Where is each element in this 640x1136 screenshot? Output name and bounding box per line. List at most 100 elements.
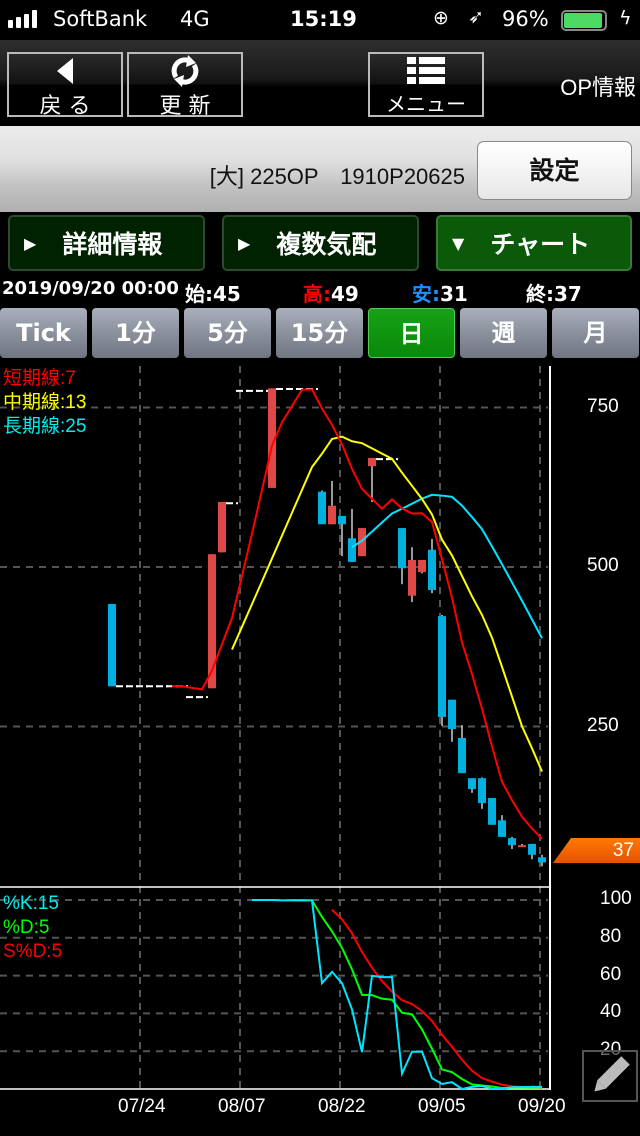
candle-up xyxy=(358,528,366,557)
candle-down xyxy=(538,857,546,863)
menu-button[interactable]: メニュー xyxy=(368,52,484,117)
legend-d: %D:5 xyxy=(3,917,50,938)
candle-down xyxy=(348,538,356,562)
long-ma-line xyxy=(351,493,543,639)
candle-up xyxy=(408,559,416,596)
instrument-name: [大] 225OP 1910P20625 xyxy=(209,164,465,189)
time-tick-label: 09/20 xyxy=(518,1096,566,1117)
sd-line xyxy=(331,909,543,1089)
candle-down xyxy=(448,699,456,730)
candle-down xyxy=(438,616,446,717)
status-bar: SoftBank 4G 15:19 ⊕ ➶ 96% ϟ xyxy=(0,0,640,40)
low-value: 31 xyxy=(440,282,468,306)
refresh-label: 更 新 xyxy=(159,94,211,119)
price-tick-label: 250 xyxy=(587,714,619,736)
candle-up xyxy=(418,559,426,573)
tab-chart[interactable]: ▼ チャート xyxy=(436,215,632,271)
time-tick-label: 09/05 xyxy=(418,1096,466,1117)
k-line xyxy=(252,899,543,1091)
triangle-down-icon: ▼ xyxy=(452,233,465,253)
section-tabs: ▶ 詳細情報 ▶ 複数気配 ▼ チャート xyxy=(0,212,640,276)
current-price: 37 xyxy=(612,840,634,861)
network-type: 4G xyxy=(180,7,210,31)
draw-tool-button[interactable] xyxy=(582,1050,638,1102)
legend-k: %K:15 xyxy=(3,893,59,914)
tab-multi-quotes[interactable]: ▶ 複数気配 xyxy=(222,215,419,271)
time-tick-label: 08/22 xyxy=(318,1096,366,1117)
refresh-button[interactable]: 更 新 xyxy=(127,52,243,119)
location-icon: ➶ xyxy=(468,6,484,28)
candle-down xyxy=(488,797,496,825)
stoch-tick-label: 60 xyxy=(600,963,622,985)
tab-details[interactable]: ▶ 詳細情報 xyxy=(8,215,205,271)
legend-long-ma: 長期線:25 xyxy=(3,416,87,437)
tab-label: 詳細情報 xyxy=(62,230,163,259)
period-week[interactable]: 週 xyxy=(460,308,547,358)
candle-down xyxy=(398,528,406,569)
settings-button[interactable]: 設定 xyxy=(477,141,632,200)
stoch-legend: %K:15 %D:5 S%D:5 xyxy=(3,892,62,964)
rotation-lock-icon: ⊕ xyxy=(433,7,449,29)
low-label: 安: xyxy=(412,282,440,306)
stoch-tick-label: 100 xyxy=(600,888,632,909)
mid-ma-line xyxy=(231,435,543,772)
triangle-right-icon: ▶ xyxy=(24,233,37,253)
candle-down xyxy=(468,778,476,790)
back-arrow-icon xyxy=(9,54,121,88)
candle-up xyxy=(328,505,336,525)
candle-down xyxy=(508,838,516,846)
price-tick-label: 750 xyxy=(587,395,619,417)
short-ma-line xyxy=(172,388,543,840)
toolbar: 戻 る 更 新 メニュー OP情報 xyxy=(0,40,640,126)
charging-icon: ϟ xyxy=(619,7,632,29)
candle-up xyxy=(208,554,216,689)
open-label: 始: xyxy=(185,282,213,306)
menu-list-icon xyxy=(370,54,482,88)
period-15min[interactable]: 15分 xyxy=(276,308,363,358)
legend-mid-ma: 中期線:13 xyxy=(3,392,87,413)
d-line xyxy=(291,899,543,1089)
quote-info: 2019/09/20 00:00 始:45 高:49 安:31 終:37 xyxy=(0,278,640,307)
chart-legend: 短期線:7 中期線:13 長期線:25 xyxy=(3,367,86,439)
stoch-tick-label: 80 xyxy=(600,925,622,947)
legend-sd: S%D:5 xyxy=(3,941,63,962)
period-5min[interactable]: 5分 xyxy=(184,308,271,358)
candle-up xyxy=(518,845,526,848)
period-day[interactable]: 日 xyxy=(368,308,455,358)
quote-close: 終:37 xyxy=(526,278,582,307)
high-label: 高: xyxy=(303,282,331,306)
period-tick[interactable]: Tick xyxy=(0,308,87,358)
open-value: 45 xyxy=(213,282,241,306)
candle-up xyxy=(368,457,376,467)
candle-up xyxy=(218,501,226,553)
candle-down xyxy=(478,778,486,804)
back-button[interactable]: 戻 る xyxy=(7,52,123,119)
quote-high: 高:49 xyxy=(303,278,359,307)
stoch-tick-label: 40 xyxy=(600,1001,622,1023)
back-label: 戻 る xyxy=(39,94,91,119)
signal-icon xyxy=(8,10,37,28)
quote-open: 始:45 xyxy=(185,278,241,307)
candle-down xyxy=(458,737,466,774)
candle-down xyxy=(428,549,436,590)
legend-short-ma: 短期線:7 xyxy=(3,368,76,389)
time-tick-label: 08/07 xyxy=(218,1096,266,1117)
candle-down xyxy=(318,491,326,525)
triangle-right-icon: ▶ xyxy=(238,233,251,253)
carrier: SoftBank xyxy=(53,7,148,31)
tab-label: 複数気配 xyxy=(276,230,377,259)
close-value: 37 xyxy=(554,282,582,306)
price-tick-label: 500 xyxy=(587,555,619,576)
pencil-icon xyxy=(594,1056,630,1092)
candle-down xyxy=(528,843,536,855)
time-tick-label: 07/24 xyxy=(118,1096,166,1117)
candle-down xyxy=(498,820,506,837)
candle-down xyxy=(338,515,346,525)
menu-label: メニュー xyxy=(386,92,466,116)
period-month[interactable]: 月 xyxy=(552,308,639,358)
candle-up xyxy=(268,388,276,488)
period-1min[interactable]: 1分 xyxy=(92,308,179,358)
clock: 15:19 xyxy=(290,7,357,31)
close-label: 終: xyxy=(526,282,554,306)
